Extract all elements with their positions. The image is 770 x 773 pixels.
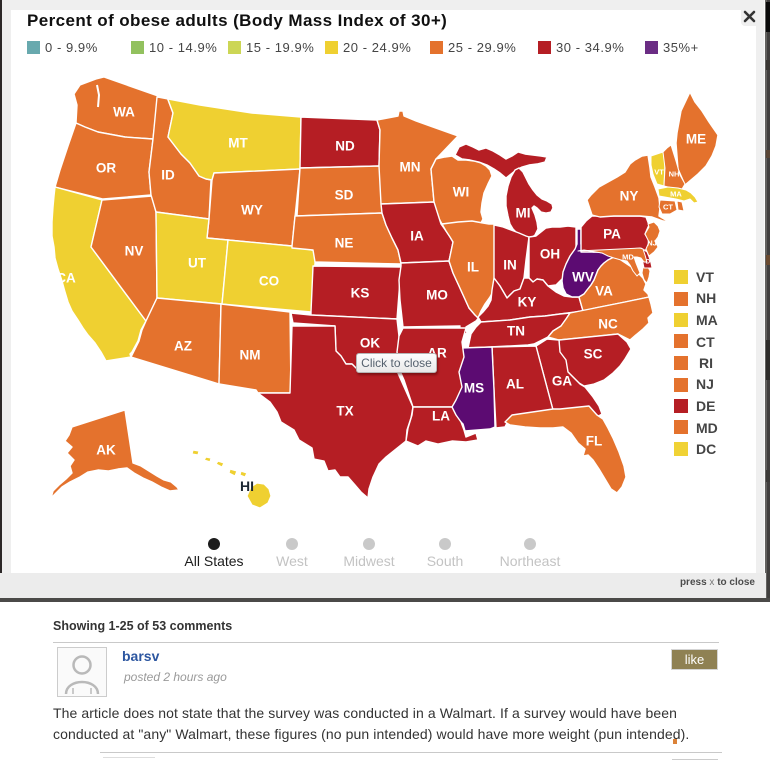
svg-text:AZ: AZ [174, 339, 192, 354]
svg-text:FL: FL [586, 434, 603, 449]
svg-text:GA: GA [552, 374, 573, 389]
svg-text:NH: NH [669, 170, 680, 179]
svg-text:NV: NV [125, 244, 144, 259]
svg-text:NM: NM [240, 348, 261, 363]
svg-text:CT: CT [663, 203, 673, 212]
svg-text:MT: MT [228, 136, 248, 151]
svg-text:WI: WI [453, 185, 470, 200]
svg-text:HI: HI [240, 478, 254, 494]
svg-text:NY: NY [620, 189, 639, 204]
svg-text:IA: IA [410, 229, 424, 244]
svg-text:NJ: NJ [647, 239, 657, 248]
svg-text:VA: VA [595, 284, 613, 299]
svg-text:KY: KY [518, 295, 537, 310]
svg-text:MI: MI [516, 206, 531, 221]
svg-text:MO: MO [426, 288, 448, 303]
svg-text:WA: WA [113, 105, 135, 120]
svg-text:WV: WV [572, 270, 594, 285]
svg-text:CO: CO [259, 274, 279, 289]
svg-text:OH: OH [540, 247, 560, 262]
svg-text:OR: OR [96, 161, 117, 176]
svg-text:ND: ND [335, 139, 355, 154]
svg-text:LA: LA [432, 409, 450, 424]
svg-text:ME: ME [686, 132, 706, 147]
svg-text:AK: AK [96, 443, 116, 458]
svg-text:ID: ID [161, 168, 175, 183]
svg-text:TN: TN [507, 324, 525, 339]
svg-text:KS: KS [351, 286, 370, 301]
svg-text:AL: AL [506, 377, 524, 392]
svg-text:MN: MN [400, 160, 421, 175]
svg-text:CA: CA [56, 271, 76, 286]
svg-text:OK: OK [360, 336, 381, 351]
svg-text:NC: NC [598, 317, 618, 332]
svg-text:IN: IN [503, 258, 517, 273]
svg-text:MA: MA [670, 190, 682, 199]
svg-text:DE: DE [645, 259, 655, 266]
svg-text:SC: SC [584, 347, 603, 362]
svg-text:IL: IL [467, 260, 479, 275]
svg-text:NE: NE [335, 236, 354, 251]
svg-text:MD: MD [622, 253, 634, 262]
svg-text:VT: VT [654, 168, 664, 177]
svg-text:UT: UT [188, 256, 207, 271]
svg-text:WY: WY [241, 203, 263, 218]
svg-text:TX: TX [336, 404, 353, 419]
svg-text:SD: SD [335, 188, 354, 203]
svg-text:MS: MS [464, 381, 484, 396]
svg-text:PA: PA [603, 227, 621, 242]
